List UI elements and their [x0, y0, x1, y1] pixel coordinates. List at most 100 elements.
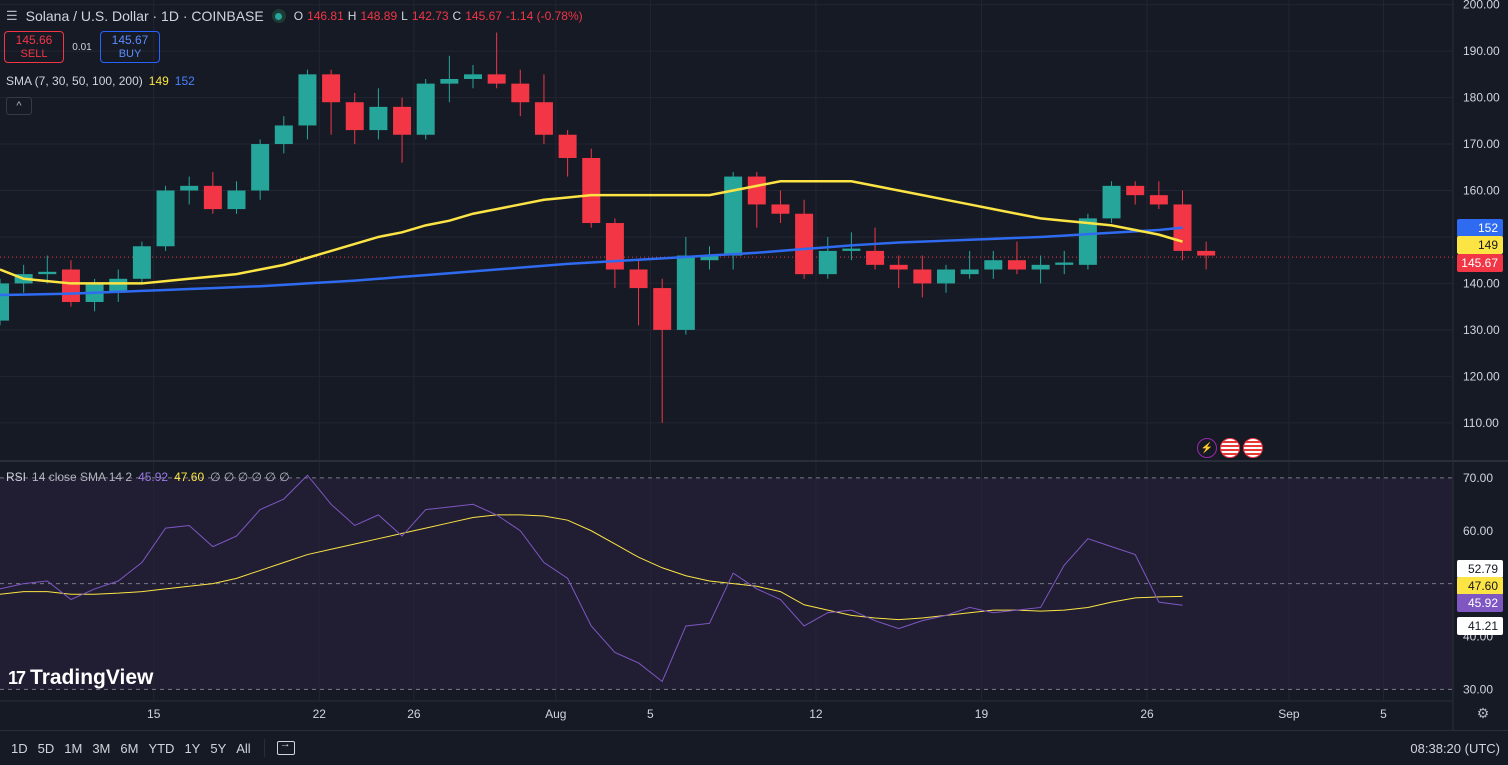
tradingview-logo[interactable]: 17 TradingView — [8, 666, 153, 690]
candle-body — [487, 74, 506, 84]
menu-icon[interactable]: ☰ — [6, 8, 18, 23]
candle-body — [1126, 185, 1145, 196]
candle-body — [960, 269, 979, 275]
sma-value-2: 152 — [174, 74, 195, 88]
sma-yellow-line — [0, 179, 1183, 285]
rsi-empty-values: ∅ ∅ ∅ ∅ ∅ ∅ — [210, 470, 290, 484]
timeframe-button[interactable]: 5Y — [210, 740, 227, 756]
timeframe-button[interactable]: 1M — [64, 740, 83, 756]
candle-body — [298, 74, 317, 126]
price-marker: 152 — [1478, 221, 1498, 235]
timeframe-button[interactable]: 1Y — [184, 740, 201, 756]
x-tick-label: Sep — [1278, 707, 1300, 721]
candle-body — [582, 157, 601, 224]
candle-body — [1007, 260, 1026, 270]
buy-button[interactable]: 145.67 BUY — [100, 31, 160, 63]
x-tick-label: 26 — [1140, 707, 1154, 721]
candle-body — [558, 134, 577, 158]
candle-body — [61, 269, 80, 303]
candle-body — [818, 250, 837, 275]
rsi-legend[interactable]: RSI 14 close SMA 14 2 45.92 47.60 ∅ ∅ ∅ … — [6, 470, 290, 484]
timeframe-button[interactable]: 3M — [92, 740, 111, 756]
candle-body — [0, 283, 9, 321]
ohlc-values: O 146.81 H 148.89 L 142.73 C 145.67 -1.14 (-… — [293, 9, 583, 23]
market-status-icon — [271, 9, 286, 23]
rsi-y-tick-label: 60.00 — [1463, 524, 1493, 538]
rsi-marker-bg — [1457, 577, 1503, 595]
candle-body — [511, 83, 530, 103]
candle-body — [132, 246, 151, 279]
rsi-marker: 52.79 — [1468, 562, 1498, 576]
collapse-legend-button[interactable]: ^ — [6, 97, 32, 115]
y-tick-label: 110.00 — [1463, 416, 1499, 430]
rsi-marker: 45.92 — [1468, 596, 1498, 610]
rsi-y-tick-label: 30.00 — [1463, 682, 1493, 696]
rsi-y-tick-label: 70.00 — [1463, 471, 1493, 485]
sma-legend[interactable]: SMA (7, 30, 50, 100, 200) 149 152 — [6, 74, 195, 88]
price-marker: 145.67 — [1461, 256, 1498, 270]
timeframe-group: 1D 5D 1M 3M 6M YTD 1Y 5Y All — [0, 741, 256, 756]
candle-body — [1078, 218, 1097, 265]
x-tick-label: 19 — [975, 707, 989, 721]
candle-body — [771, 204, 790, 214]
y-tick-label: 130.00 — [1463, 323, 1500, 337]
rsi-value: 45.92 — [138, 470, 169, 484]
bottom-toolbar: 1D 5D 1M 3M 6M YTD 1Y 5Y All 08:38:20 (UTC) — [0, 730, 1508, 765]
candle-body — [605, 223, 624, 270]
x-tick-label: 5 — [647, 707, 654, 721]
y-tick-label: 200.00 — [1463, 0, 1500, 12]
rsi-marker: 47.60 — [1468, 579, 1498, 593]
candle-body — [795, 213, 814, 275]
us-flag-icon[interactable] — [1220, 438, 1240, 458]
chart-header: ☰ Solana / U.S. Dollar · 1D · COINBASE O… — [0, 0, 583, 32]
timeframe-button[interactable]: 1D — [11, 740, 28, 756]
candle-body — [156, 190, 175, 247]
chevron-up-icon: ^ — [16, 100, 22, 112]
x-tick-label: Aug — [545, 707, 566, 721]
candle-body — [700, 255, 719, 261]
date-range-icon[interactable] — [276, 738, 295, 755]
y-tick-label: 170.00 — [1463, 137, 1500, 151]
sell-button[interactable]: 145.66 SELL — [4, 31, 64, 63]
rsi-params: 14 close SMA 14 2 — [32, 470, 133, 484]
timeframe-button[interactable]: All — [236, 740, 251, 756]
x-tick-label: 22 — [313, 707, 327, 721]
rsi-name: RSI — [6, 470, 27, 484]
sma-name: SMA (7, 30, 50, 100, 200) — [6, 74, 143, 88]
candle-body — [322, 74, 341, 103]
candle-body — [653, 288, 672, 330]
candle-body — [724, 176, 743, 256]
symbol-title[interactable]: Solana / U.S. Dollar · 1D · COINBASE — [25, 8, 264, 24]
candle-body — [842, 248, 861, 251]
tradingview-logo-icon: 17 — [8, 667, 26, 688]
candle-body — [203, 185, 222, 210]
price-marker-bg — [1457, 236, 1503, 254]
price-marker: 149 — [1478, 238, 1498, 252]
candle-body — [369, 106, 388, 131]
y-tick-label: 120.00 — [1463, 369, 1500, 383]
price-marker-bg — [1457, 219, 1503, 237]
price-change: -1.14 (-0.78%) — [505, 9, 583, 23]
gear-icon[interactable]: ⚙ — [1476, 704, 1490, 721]
timeframe-button[interactable]: YTD — [148, 740, 175, 756]
lightning-icon[interactable]: ⚡ — [1197, 438, 1217, 458]
y-tick-label: 160.00 — [1463, 184, 1500, 198]
logo-text: TradingView — [30, 666, 154, 689]
candle-body — [984, 260, 1003, 270]
candle-body — [345, 102, 364, 131]
timeframe-button[interactable]: 6M — [120, 740, 139, 756]
candle-body — [889, 264, 908, 270]
utc-clock[interactable]: 08:38:20 (UTC) — [1410, 740, 1500, 756]
rsi-line — [0, 474, 1183, 683]
chart-canvas[interactable]: 110.00120.00130.00140.00150.00160.00170.… — [0, 0, 1508, 730]
us-flag-icon[interactable] — [1243, 438, 1263, 458]
rsi-marker-bg — [1457, 594, 1503, 612]
candle-body — [251, 144, 270, 191]
candle-body — [38, 271, 57, 275]
candle-body — [180, 185, 199, 191]
candle-body — [1055, 262, 1074, 265]
timeframe-button[interactable]: 5D — [37, 740, 55, 756]
candle-body — [1102, 185, 1121, 219]
price-marker-bg — [1457, 254, 1503, 272]
candle-body — [534, 102, 553, 135]
